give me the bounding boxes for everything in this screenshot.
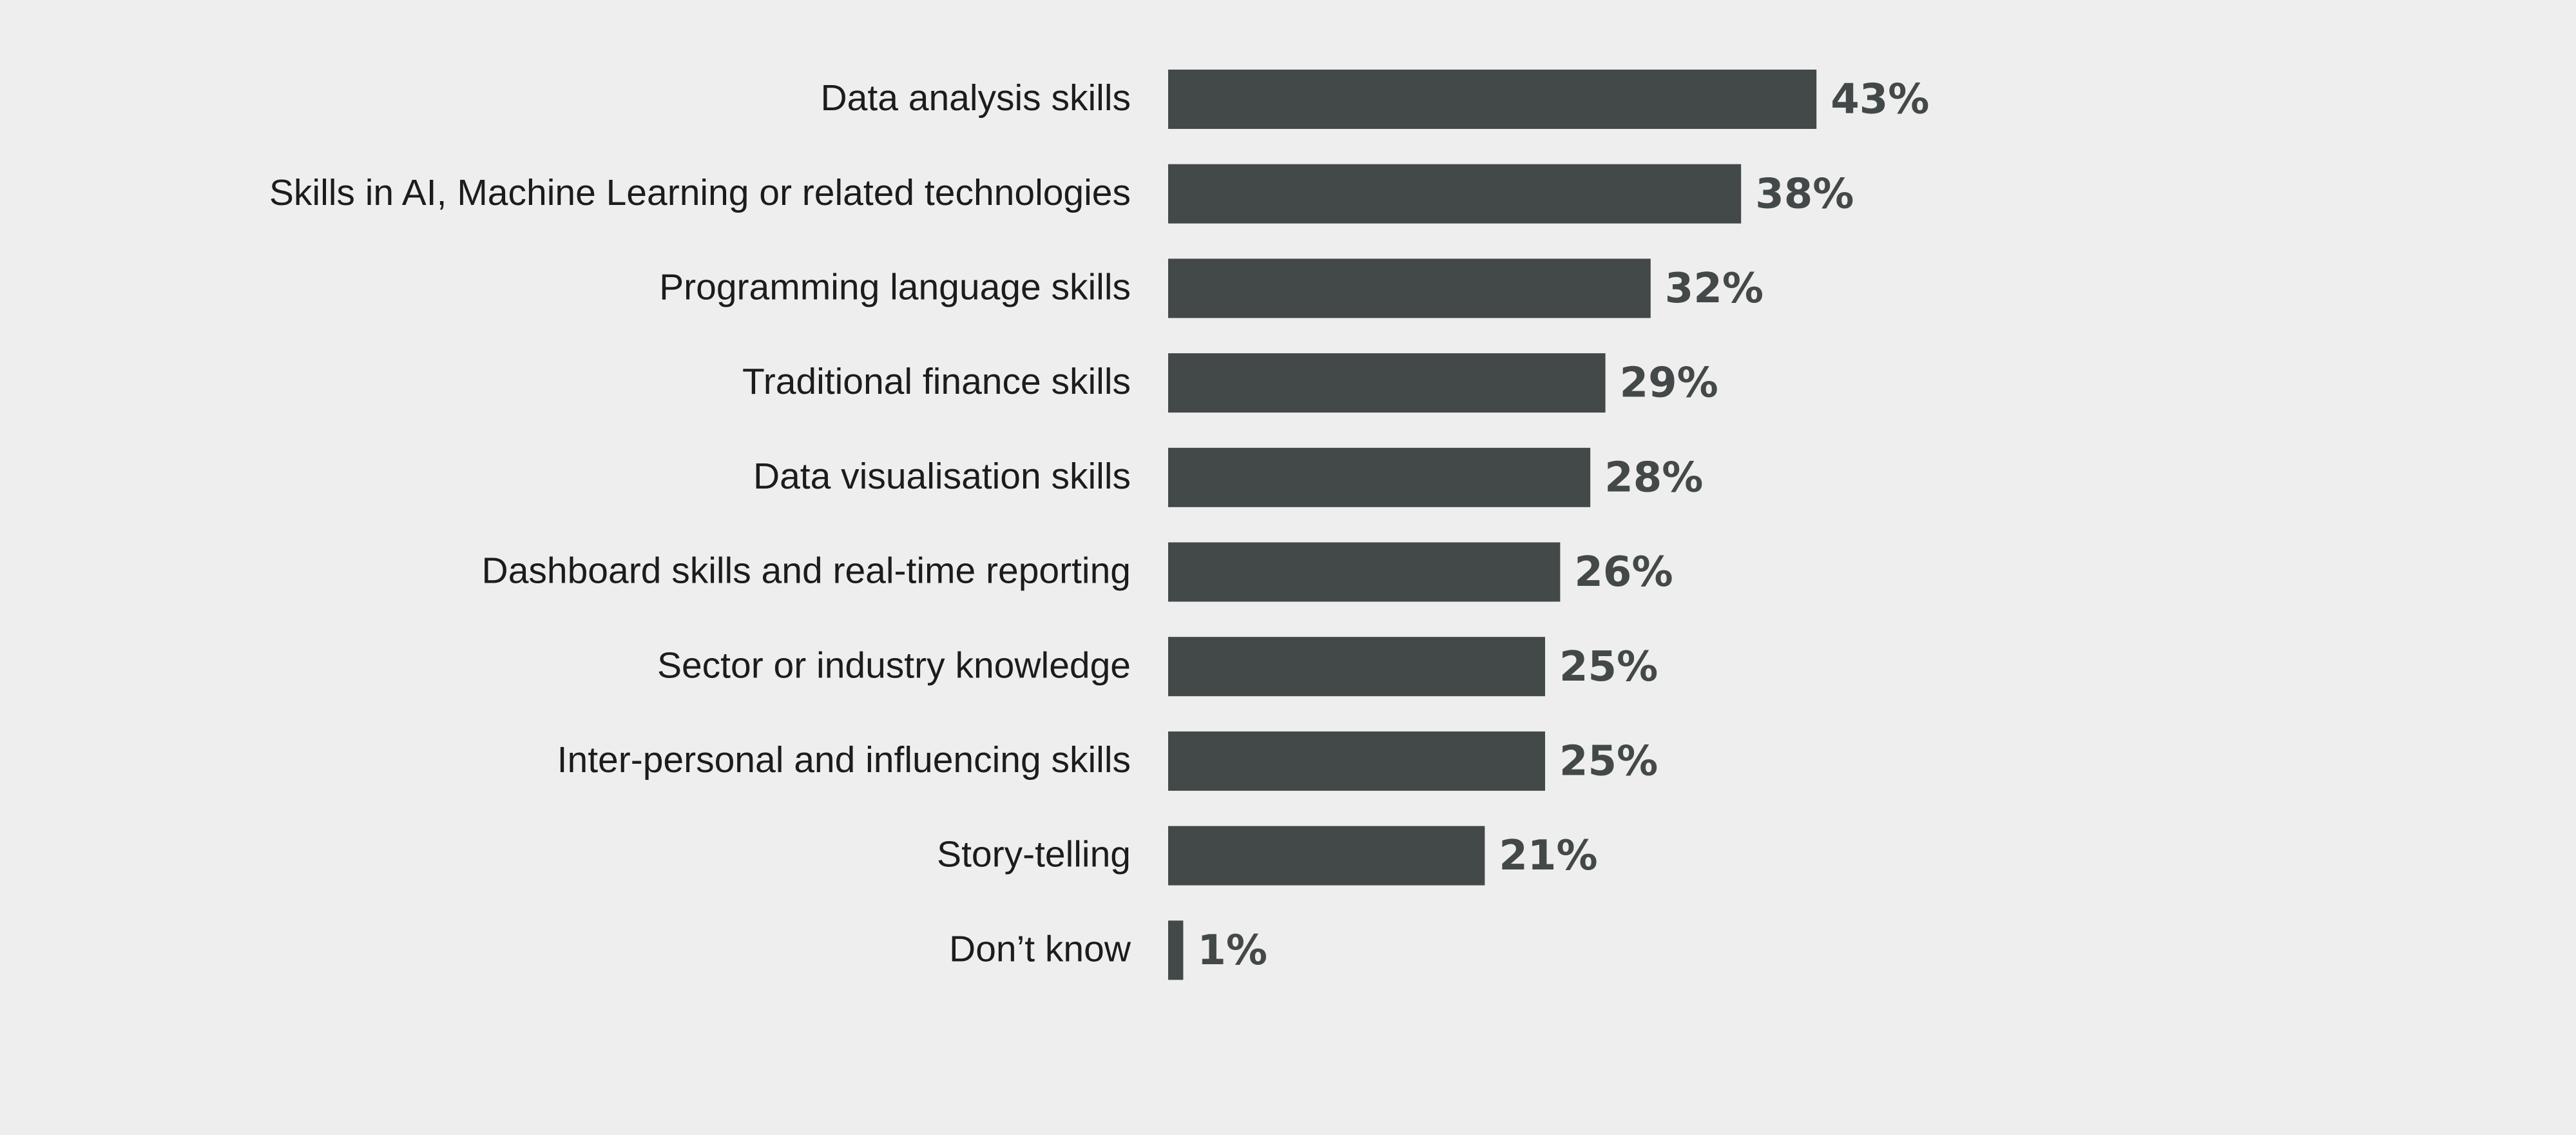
- category-label: Programming language skills: [659, 266, 1131, 307]
- bar-8: [1168, 826, 1485, 886]
- value-label: 1%: [1197, 927, 1267, 975]
- category-label: Skills in AI, Machine Learning or relate…: [269, 172, 1131, 213]
- value-label: 29%: [1620, 360, 1718, 407]
- category-label: Data visualisation skills: [753, 456, 1131, 497]
- category-label: Inter-personal and influencing skills: [557, 739, 1131, 781]
- bar-1: [1168, 164, 1742, 224]
- category-label: Don’t know: [949, 928, 1131, 969]
- category-labels: Data analysis skills Skills in AI, Machin…: [269, 77, 1131, 969]
- value-label: 32%: [1665, 265, 1764, 313]
- value-label: 38%: [1755, 170, 1854, 218]
- value-label: 21%: [1499, 832, 1597, 880]
- bar-9: [1168, 920, 1184, 980]
- value-label: 26%: [1574, 548, 1673, 596]
- bar-0: [1168, 70, 1817, 129]
- bar-6: [1168, 637, 1545, 697]
- category-label: Sector or industry knowledge: [657, 645, 1131, 686]
- bars: [1168, 70, 1817, 980]
- value-label: 28%: [1604, 454, 1703, 501]
- value-label: 43%: [1831, 76, 1929, 124]
- category-label: Traditional finance skills: [742, 361, 1131, 402]
- value-label: 25%: [1559, 737, 1658, 785]
- bar-5: [1168, 542, 1561, 602]
- bar-7: [1168, 731, 1545, 791]
- category-label: Dashboard skills and real-time reporting: [482, 550, 1131, 592]
- bar-3: [1168, 353, 1606, 413]
- bar-2: [1168, 258, 1651, 318]
- bar-4: [1168, 447, 1591, 507]
- category-label: Data analysis skills: [821, 77, 1131, 119]
- value-label: 25%: [1559, 643, 1658, 691]
- value-labels: 43% 38% 32% 29% 28% 26% 25% 25% 21% 1%: [1197, 76, 1929, 975]
- category-label: Story-telling: [937, 834, 1131, 875]
